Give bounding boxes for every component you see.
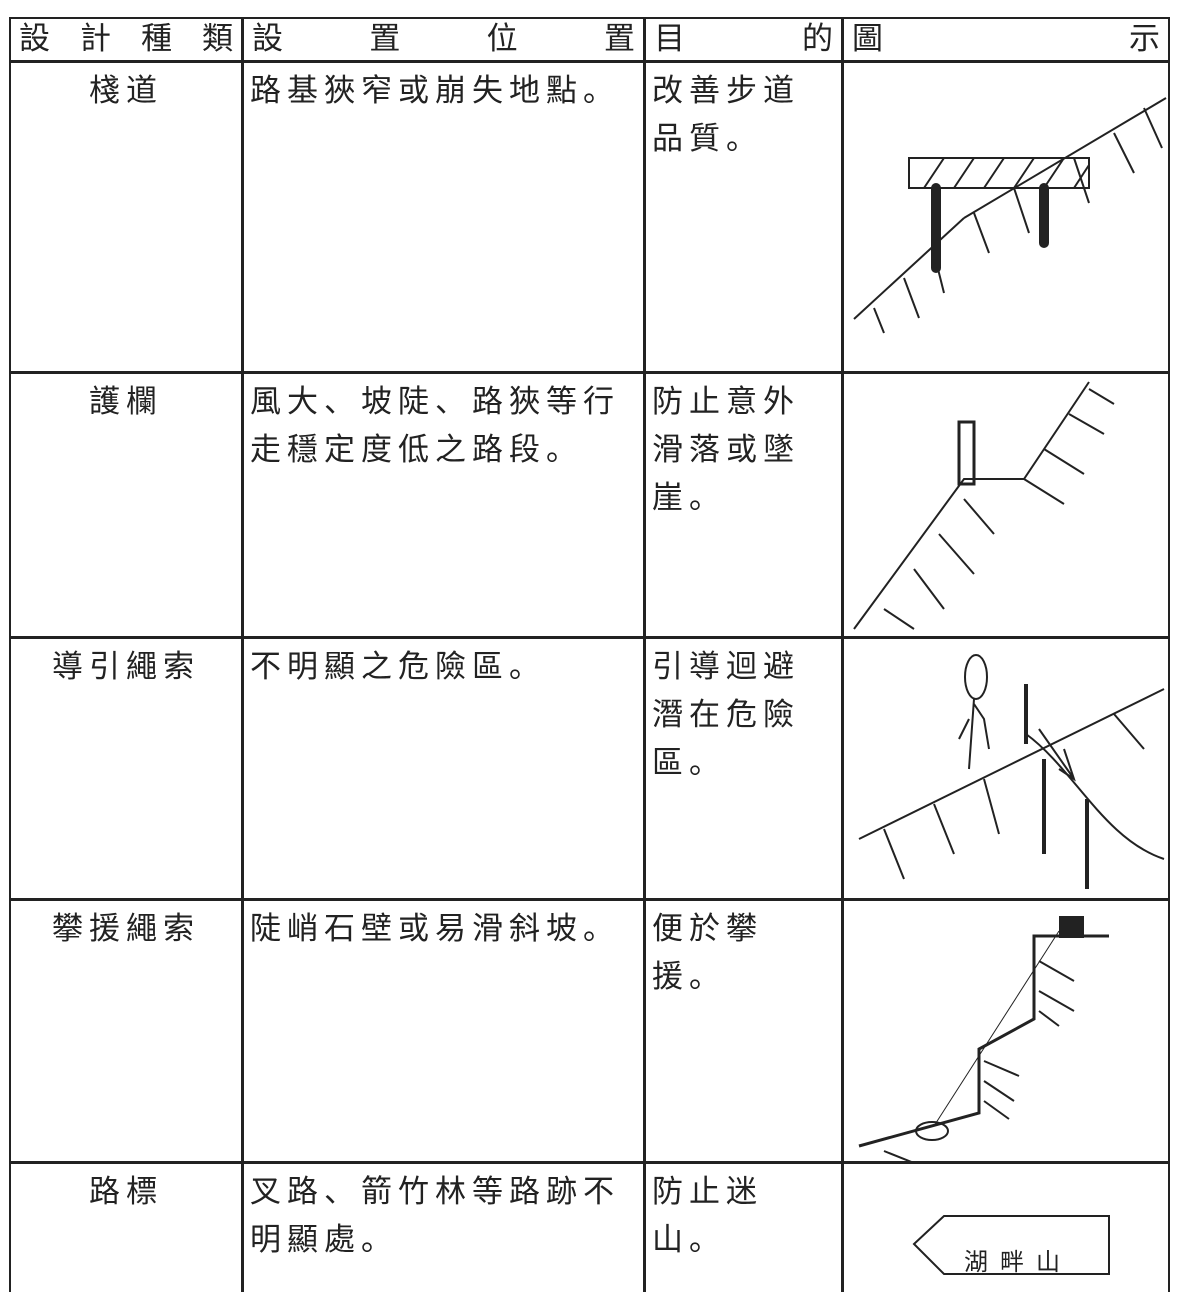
boardwalk-diagram [853,97,1167,334]
header-cell: 設計種類 [9,17,243,62]
diagram-cell: 湖畔山 [842,1162,1170,1292]
location-cell: 叉路、箭竹林等路跡不明顯處。 [242,1162,645,1292]
type-cell: 攀援繩索 [9,899,243,1163]
type-cell: 棧道 [9,61,243,373]
sign-diagram [912,1215,1110,1275]
purpose-cell: 防止意外滑落或墜崖。 [644,372,843,638]
sign-label: 湖畔山 [964,1248,1072,1276]
guide-rope-diagram [858,654,1165,889]
railing-diagram [853,381,1115,630]
purpose-cell: 便於攀援。 [644,899,843,1163]
type-cell: 路標 [9,1162,243,1292]
type-cell: 導引繩索 [9,637,243,900]
purpose-cell: 改善步道品質。 [644,61,843,373]
location-cell: 路基狹窄或崩失地點。 [242,61,645,373]
diagram-cell [842,372,1170,638]
diagram-cell [842,61,1170,373]
diagram-cell [842,637,1170,900]
location-cell: 陡峭石壁或易滑斜坡。 [242,899,645,1163]
purpose-cell: 防止迷山。 [644,1162,843,1292]
diagram-cell [842,899,1170,1163]
header-cell: 目的 [644,17,843,62]
header-cell: 圖示 [842,17,1170,62]
purpose-cell: 引導迴避潛在危險區。 [644,637,843,900]
climbing-rope-diagram [858,916,1109,1161]
type-cell: 護欄 [9,372,243,638]
header-cell: 設置位置 [242,17,645,62]
location-cell: 不明顯之危險區。 [242,637,645,900]
location-cell: 風大、坡陡、路狹等行走穩定度低之路段。 [242,372,645,638]
